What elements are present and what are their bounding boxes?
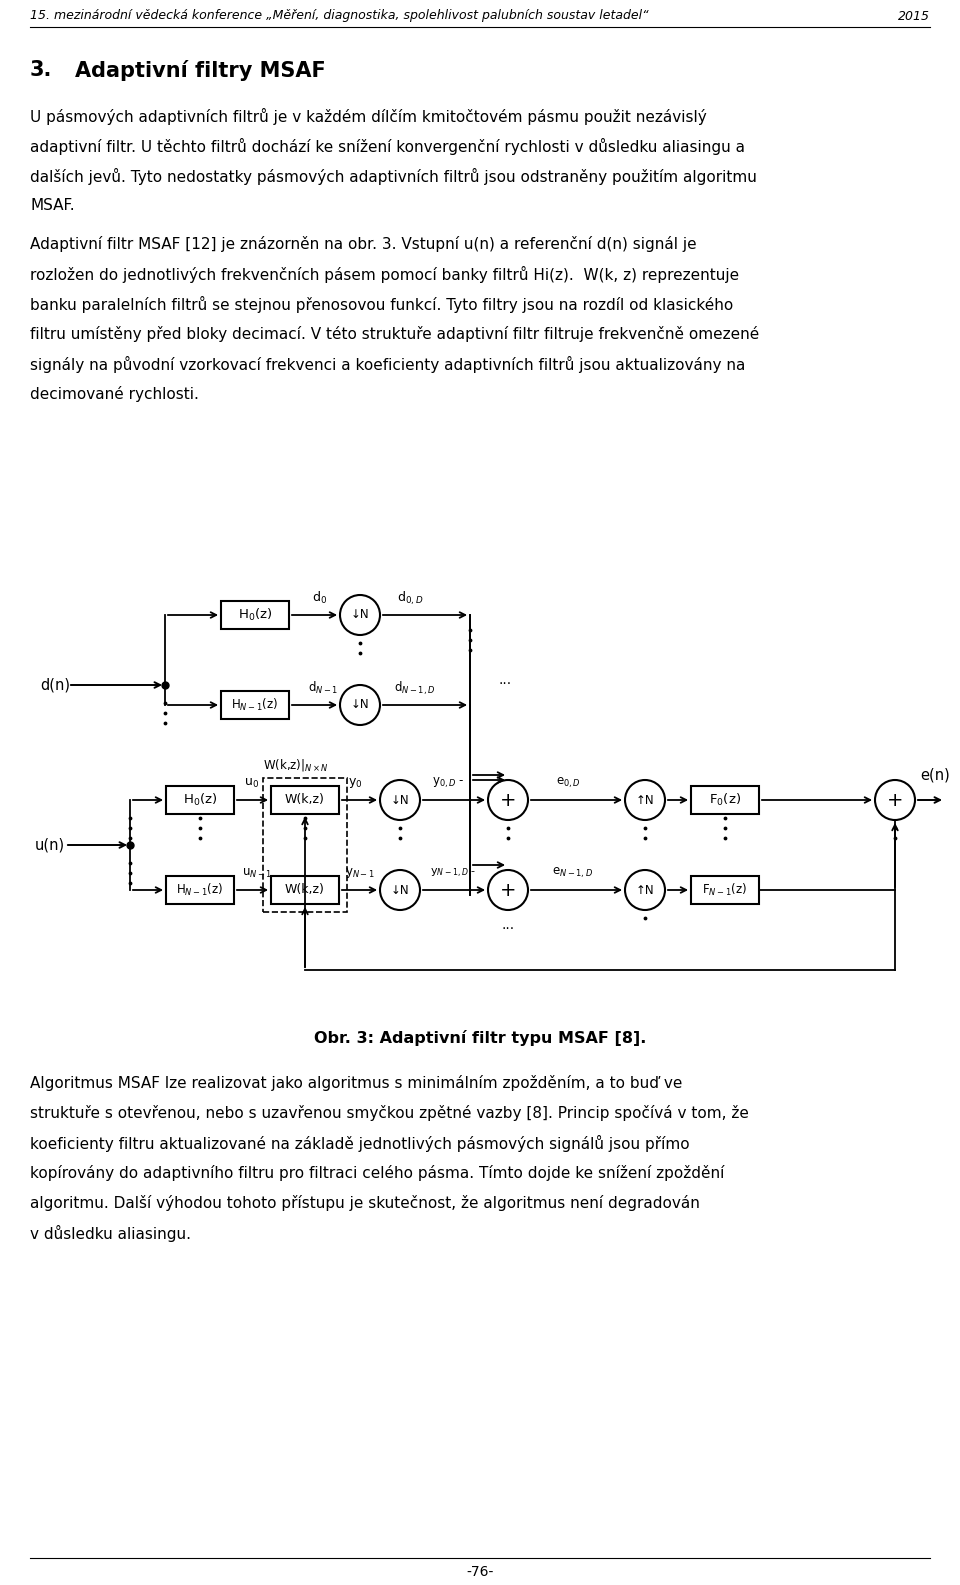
Text: U pásmových adaptivních filtrů je v každém dílčím kmitočtovém pásmu použit nezáv: U pásmových adaptivních filtrů je v každ… — [30, 108, 707, 125]
Text: banku paralelních filtrů se stejnou přenosovou funkcí. Tyto filtry jsou na rozdí: banku paralelních filtrů se stejnou přen… — [30, 296, 733, 312]
Text: MSAF.: MSAF. — [30, 198, 75, 212]
Text: kopírovány do adaptivního filtru pro filtraci celého pásma. Tímto dojde ke sníže: kopírovány do adaptivního filtru pro fil… — [30, 1165, 725, 1181]
Text: ...: ... — [498, 674, 512, 686]
Text: -76-: -76- — [467, 1564, 493, 1579]
Text: ↓N: ↓N — [391, 794, 409, 807]
Text: d(n): d(n) — [40, 677, 70, 693]
Text: W(k,z)|$_{N\times N}$: W(k,z)|$_{N\times N}$ — [263, 758, 328, 773]
Text: dalších jevů. Tyto nedostatky pásmových adaptivních filtrů jsou odstraněny použi: dalších jevů. Tyto nedostatky pásmových … — [30, 168, 756, 185]
Text: y$_0$: y$_0$ — [348, 777, 362, 789]
Text: ...: ... — [501, 918, 515, 932]
Circle shape — [488, 780, 528, 819]
Text: 3.: 3. — [30, 60, 53, 79]
Text: +: + — [887, 791, 903, 810]
Bar — [271, 786, 339, 815]
Text: ↑N: ↑N — [636, 883, 655, 897]
Bar — [221, 691, 289, 720]
Text: 2015: 2015 — [898, 10, 930, 22]
Circle shape — [488, 870, 528, 910]
Text: Adaptivní filtr MSAF [12] je znázorněn na obr. 3. Vstupní u(n) a referenční d(n): Adaptivní filtr MSAF [12] je znázorněn n… — [30, 236, 697, 252]
Text: y$_{N-1}$: y$_{N-1}$ — [345, 865, 375, 880]
Text: Algoritmus MSAF lze realizovat jako algoritmus s minimálním zpožděním, a to buď : Algoritmus MSAF lze realizovat jako algo… — [30, 1075, 683, 1090]
Text: H$_0$(z): H$_0$(z) — [182, 792, 217, 808]
Text: u(n): u(n) — [35, 837, 65, 853]
Text: adaptivní filtr. U těchto filtrů dochází ke snížení konvergenční rychlosti v důs: adaptivní filtr. U těchto filtrů dochází… — [30, 138, 745, 155]
Bar — [691, 877, 759, 903]
Text: d$_{N-1,D}$: d$_{N-1,D}$ — [395, 680, 436, 697]
Text: +: + — [500, 791, 516, 810]
Circle shape — [340, 594, 380, 636]
Text: koeficienty filtru aktualizované na základě jednotlivých pásmových signálů jsou : koeficienty filtru aktualizované na zákl… — [30, 1135, 689, 1152]
Text: ↓N: ↓N — [391, 883, 409, 897]
Bar — [166, 877, 234, 903]
Text: filtru umístěny před bloky decimací. V této struktuře adaptivní filtr filtruje f: filtru umístěny před bloky decimací. V t… — [30, 327, 759, 342]
Text: rozložen do jednotlivých frekvenčních pásem pomocí banky filtrů Hi(z).  W(k, z) : rozložen do jednotlivých frekvenčních pá… — [30, 266, 739, 284]
Text: F$_0$(z): F$_0$(z) — [708, 792, 741, 808]
Text: e$_{0,D}$: e$_{0,D}$ — [556, 775, 581, 791]
Bar — [221, 601, 289, 629]
Text: u$_0$: u$_0$ — [245, 777, 259, 789]
Text: F$_{N-1}$(z): F$_{N-1}$(z) — [703, 881, 748, 899]
Text: struktuře s otevřenou, nebo s uzavřenou smyčkou zpětné vazby [8]. Princip spočív: struktuře s otevřenou, nebo s uzavřenou … — [30, 1105, 749, 1121]
Circle shape — [625, 780, 665, 819]
Text: d$_{N-1}$: d$_{N-1}$ — [308, 680, 338, 696]
Circle shape — [625, 870, 665, 910]
Text: v důsledku aliasingu.: v důsledku aliasingu. — [30, 1225, 191, 1243]
Bar — [271, 877, 339, 903]
Text: u$_{N-1}$: u$_{N-1}$ — [242, 867, 272, 880]
Text: y$_{0,D}$ -: y$_{0,D}$ - — [432, 777, 465, 789]
Text: W(k,z): W(k,z) — [285, 883, 324, 897]
Circle shape — [380, 780, 420, 819]
Text: ↑N: ↑N — [636, 794, 655, 807]
Text: d$_0$: d$_0$ — [312, 590, 327, 605]
Text: +: + — [500, 881, 516, 900]
Circle shape — [875, 780, 915, 819]
Text: H$_0$(z): H$_0$(z) — [238, 607, 273, 623]
Text: W(k,z): W(k,z) — [285, 794, 324, 807]
Text: y$_{N-1,D}$ -: y$_{N-1,D}$ - — [430, 867, 476, 880]
Text: signály na původní vzorkovací frekvenci a koeficienty adaptivních filtrů jsou ak: signály na původní vzorkovací frekvenci … — [30, 357, 745, 372]
Circle shape — [340, 685, 380, 724]
Text: H$_{N-1}$(z): H$_{N-1}$(z) — [177, 881, 224, 899]
Text: 15. mezinárodní vědecká konference „Měření, diagnostika, spolehlivost palubních : 15. mezinárodní vědecká konference „Měře… — [30, 10, 649, 22]
Text: ↓N: ↓N — [350, 699, 370, 712]
Text: ↓N: ↓N — [350, 609, 370, 621]
Text: Adaptivní filtry MSAF: Adaptivní filtry MSAF — [75, 60, 325, 81]
Circle shape — [380, 870, 420, 910]
Text: e$_{N-1,D}$: e$_{N-1,D}$ — [553, 865, 593, 880]
Bar — [691, 786, 759, 815]
Text: decimované rychlosti.: decimované rychlosti. — [30, 387, 199, 403]
Text: algoritmu. Další výhodou tohoto přístupu je skutečnost, že algoritmus není degra: algoritmu. Další výhodou tohoto přístupu… — [30, 1195, 700, 1211]
Text: Obr. 3: Adaptivní filtr typu MSAF [8].: Obr. 3: Adaptivní filtr typu MSAF [8]. — [314, 1030, 646, 1046]
Text: d$_{0,D}$: d$_{0,D}$ — [396, 590, 423, 607]
Text: H$_{N-1}$(z): H$_{N-1}$(z) — [231, 697, 278, 713]
Bar — [263, 778, 347, 911]
Text: e(n): e(n) — [920, 767, 949, 783]
Bar — [166, 786, 234, 815]
